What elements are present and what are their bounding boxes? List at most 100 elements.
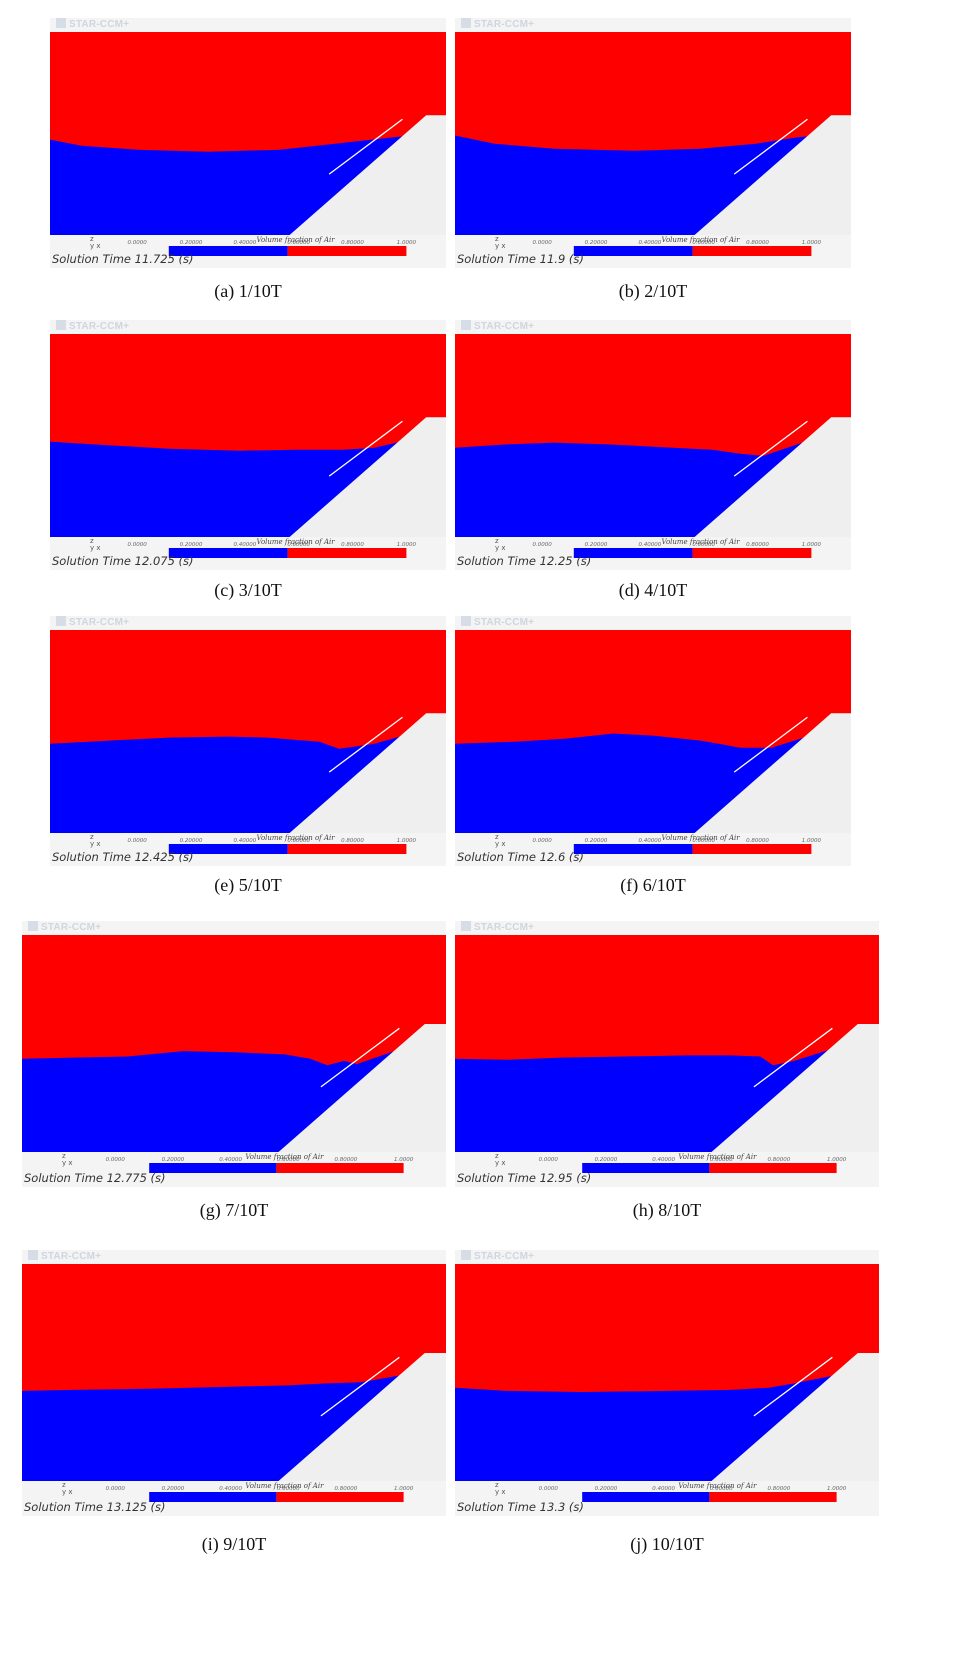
plate-line [320, 1356, 400, 1417]
colorbar-tick-label: 0.0000 [538, 1157, 558, 1163]
colorbar-title: Volume fraction of Air [256, 236, 335, 244]
panel-caption: (f) 6/10T [620, 875, 686, 895]
colorbar-tick-label: 0.60000 [709, 1486, 733, 1492]
colorbar-tick-label: 0.60000 [287, 838, 311, 844]
water-region [50, 437, 419, 537]
contour-panel: STAR-CCM+ z y x Volume fraction of Air 0.000… [22, 921, 446, 1187]
star-ccm-logo-icon [461, 921, 471, 931]
plate-line [328, 716, 403, 773]
colorbar-tick-label: 0.40000 [219, 1486, 242, 1492]
colorbar-tick-label: 0.60000 [276, 1486, 300, 1492]
plate-line [320, 1027, 400, 1088]
colorbar-title: Volume fraction of Air [661, 834, 740, 842]
volume-fraction-plot [455, 935, 879, 1173]
colorbar-title: Volume fraction of Air [245, 1153, 324, 1161]
slope-region [711, 1352, 879, 1481]
colorbar-tick-label: 0.80000 [746, 542, 769, 548]
colorbar-tick-label: 0.40000 [233, 240, 257, 246]
colorbar-tick-label: 1.0000 [393, 1486, 414, 1492]
contour-panel: STAR-CCM+ z y x Volume fraction of Air 0.000… [455, 18, 851, 268]
colorbar-title: Volume fraction of Air [661, 236, 740, 244]
colorbar-tick-label: 0.80000 [746, 240, 769, 246]
colorbar-tick-label: 0.20000 [584, 542, 608, 548]
volume-fraction-plot [50, 630, 446, 854]
contour-panel: STAR-CCM+ z y x Volume fraction of Air 0.000… [455, 1250, 879, 1516]
colorbar-tick-label: 1.0000 [826, 1157, 847, 1163]
slope-region [694, 417, 851, 537]
logo-text: STAR-CCM+ [69, 19, 130, 30]
water-region [22, 1043, 417, 1152]
colorbar-tick-label: 0.60000 [709, 1157, 733, 1163]
colorbar-title: Volume fraction of Air [245, 1482, 324, 1490]
colorbar-air [709, 1492, 837, 1502]
contour-panel: STAR-CCM+ z y x Volume fraction of Air 0.000… [455, 320, 851, 570]
contour-panel: STAR-CCM+ z y x Volume fraction of Air 0.000… [50, 18, 446, 268]
colorbar-title: Volume fraction of Air [256, 538, 335, 546]
colorbar-tick-label: 0.20000 [594, 1486, 618, 1492]
colorbar-tick-label: 0.80000 [746, 838, 769, 844]
volume-fraction-plot [455, 1264, 879, 1502]
colorbar-water [168, 548, 288, 558]
colorbar-tick-label: 0.80000 [341, 542, 364, 548]
solution-time: Solution Time 12.25 (s) [457, 554, 592, 568]
colorbar-tick-label: 0.80000 [767, 1486, 791, 1492]
colorbar-tick-label: 0.60000 [692, 838, 716, 844]
colorbar-tick-label: 0.60000 [287, 240, 311, 246]
colorbar-tick-label: 1.0000 [396, 542, 417, 548]
contour-panel: STAR-CCM+ z y x Volume fraction of Air 0.000… [455, 616, 851, 866]
slope-region [289, 417, 446, 537]
colorbar-water [168, 246, 288, 256]
logo-text: STAR-CCM+ [474, 19, 535, 30]
star-ccm-logo-icon [461, 18, 471, 28]
colorbar-air [276, 1492, 404, 1502]
colorbar-tick-label: 0.80000 [341, 240, 364, 246]
solution-time: Solution Time 11.725 (s) [52, 252, 194, 266]
panel-caption: (e) 5/10T [214, 875, 282, 895]
plate-line [733, 420, 808, 477]
volume-fraction-plot [50, 334, 446, 558]
colorbar-water [573, 548, 693, 558]
logo-text: STAR-CCM+ [474, 1251, 535, 1262]
plate-line [733, 716, 808, 773]
panel-caption: (g) 7/10T [199, 1200, 269, 1220]
star-ccm-logo: STAR-CCM+ [28, 921, 101, 933]
solution-time: Solution Time 13.3 (s) [457, 1500, 584, 1514]
colorbar-tick-label: 0.0000 [532, 542, 552, 548]
volume-fraction-plot [455, 334, 851, 558]
star-ccm-logo: STAR-CCM+ [461, 320, 534, 332]
colorbar-tick-label: 0.20000 [179, 240, 203, 246]
colorbar-tick-label: 0.80000 [334, 1486, 358, 1492]
colorbar-tick-label: 0.60000 [287, 542, 311, 548]
colorbar-tick-label: 0.80000 [767, 1157, 791, 1163]
slope-region [694, 115, 851, 235]
logo-text: STAR-CCM+ [474, 321, 535, 332]
colorbar-tick-label: 0.20000 [161, 1486, 185, 1492]
colorbar-title: Volume fraction of Air [678, 1482, 757, 1490]
star-ccm-logo-icon [56, 320, 66, 330]
colorbar-tick-label: 1.0000 [396, 240, 417, 246]
colorbar-tick-label: 0.0000 [532, 240, 552, 246]
colorbar-tick-label: 1.0000 [826, 1486, 847, 1492]
slope-region [289, 115, 446, 235]
colorbar-tick-label: 1.0000 [801, 838, 822, 844]
contour-panel: STAR-CCM+ z y x Volume fraction of Air 0.000… [455, 921, 879, 1187]
colorbar-air [692, 844, 812, 854]
colorbar-water [582, 1163, 710, 1173]
star-ccm-logo-icon [56, 616, 66, 626]
panel-caption: (d) 4/10T [618, 580, 688, 600]
volume-fraction-plot [455, 32, 851, 256]
solution-time: Solution Time 13.125 (s) [24, 1500, 166, 1514]
volume-fraction-plot [22, 1264, 446, 1502]
water-region [455, 435, 824, 537]
colorbar-title: Volume fraction of Air [678, 1153, 757, 1161]
